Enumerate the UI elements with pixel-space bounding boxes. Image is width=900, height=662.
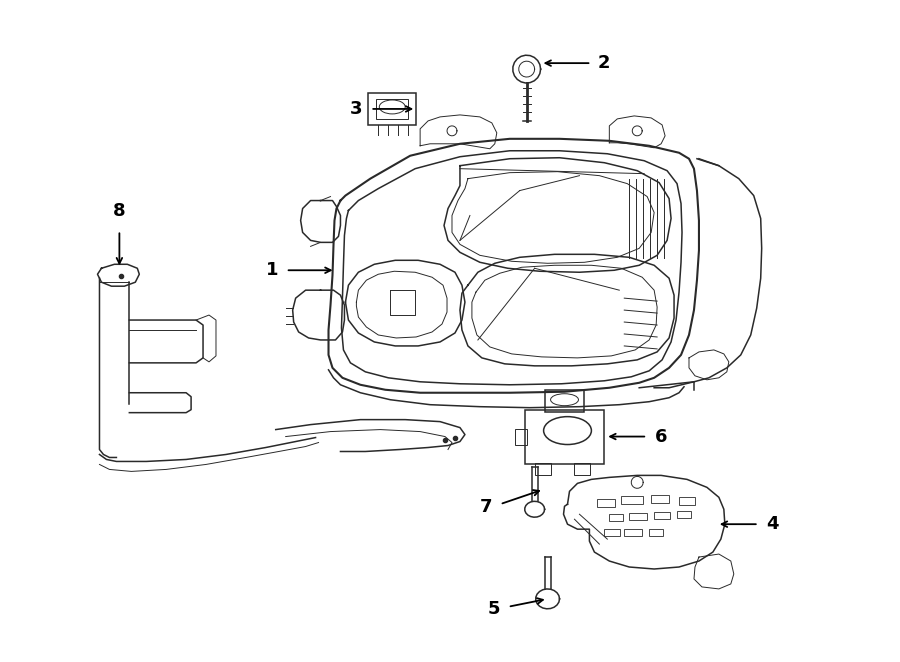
Bar [679, 497, 695, 505]
Bar [376, 99, 409, 119]
Bar [544, 390, 584, 412]
Text: 1: 1 [266, 261, 279, 279]
Text: 7: 7 [480, 498, 491, 516]
Bar [609, 514, 624, 521]
Bar [621, 496, 644, 504]
Bar [604, 529, 620, 536]
Text: 5: 5 [487, 600, 500, 618]
Text: 6: 6 [655, 428, 668, 446]
Bar [525, 410, 604, 465]
Text: 2: 2 [598, 54, 610, 72]
Text: 4: 4 [767, 515, 779, 533]
Bar [629, 513, 647, 520]
Text: 8: 8 [113, 203, 126, 220]
Bar [654, 512, 670, 519]
Text: 3: 3 [350, 100, 363, 118]
Bar [535, 463, 551, 475]
Bar [649, 529, 663, 536]
Bar [652, 495, 669, 503]
Bar [598, 499, 616, 507]
Bar [625, 529, 643, 536]
Bar [515, 428, 526, 444]
Bar [677, 511, 691, 518]
Bar [574, 463, 590, 475]
Bar [368, 93, 416, 125]
